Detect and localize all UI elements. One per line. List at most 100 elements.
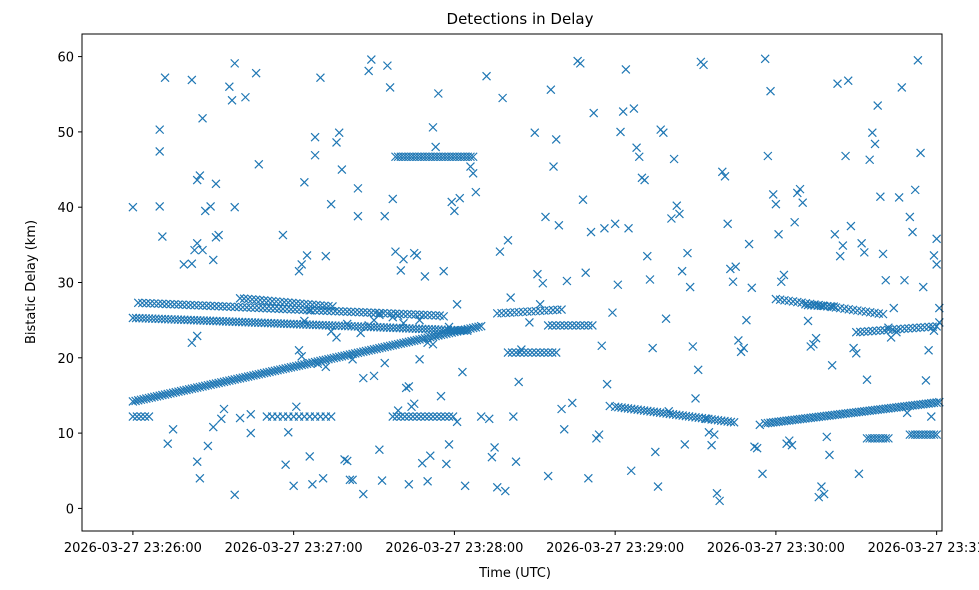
data-point — [247, 318, 257, 327]
data-point — [266, 304, 276, 313]
data-point — [176, 386, 186, 396]
data-point — [342, 350, 352, 360]
data-point — [546, 85, 556, 95]
data-point — [134, 313, 144, 323]
data-point — [587, 320, 597, 330]
data-point — [310, 132, 320, 142]
data-point — [364, 346, 374, 355]
data-point — [385, 323, 395, 333]
data-point — [257, 369, 266, 379]
data-point — [321, 355, 331, 365]
data-point — [404, 412, 414, 421]
data-point — [747, 283, 757, 293]
data-point — [203, 380, 213, 390]
data-point — [165, 299, 175, 309]
data-point — [199, 316, 209, 326]
data-point — [198, 245, 207, 255]
data-point — [851, 327, 861, 337]
data-point — [388, 340, 398, 350]
data-point — [431, 310, 441, 320]
data-point — [583, 320, 593, 330]
data-point — [417, 334, 427, 344]
data-point — [286, 362, 296, 372]
data-point — [189, 315, 199, 325]
data-point — [179, 386, 189, 395]
data-point — [468, 323, 478, 333]
data-point — [230, 375, 240, 384]
data-point — [279, 297, 289, 307]
data-point — [270, 304, 280, 314]
data-point — [800, 299, 810, 309]
data-point — [342, 456, 352, 466]
data-point — [530, 128, 540, 138]
data-point — [231, 317, 241, 327]
data-point — [139, 394, 149, 404]
data-point — [428, 339, 438, 349]
data-point — [720, 171, 730, 181]
data-point — [883, 323, 893, 333]
data-point — [128, 412, 138, 421]
data-point — [219, 404, 229, 414]
data-point — [307, 479, 317, 489]
data-point — [439, 311, 449, 321]
data-point — [918, 282, 928, 292]
data-point — [511, 348, 521, 357]
data-point — [347, 321, 356, 331]
data-point — [699, 60, 708, 70]
data-point — [388, 312, 398, 322]
data-point — [227, 375, 237, 385]
data-point — [409, 336, 419, 346]
data-point — [382, 323, 392, 333]
data-point — [904, 323, 913, 333]
data-point — [640, 175, 650, 185]
data-point — [516, 345, 526, 354]
data-point — [160, 314, 170, 324]
data-point — [932, 321, 942, 331]
data-point — [579, 320, 589, 330]
data-point — [733, 336, 743, 345]
data-point — [432, 412, 442, 421]
data-point — [401, 383, 411, 393]
data-point — [784, 436, 794, 446]
data-point — [313, 359, 323, 369]
data-point — [374, 310, 384, 320]
data-point — [551, 134, 561, 144]
data-point — [346, 307, 356, 317]
data-point — [729, 417, 739, 427]
data-point — [218, 301, 228, 311]
data-point — [230, 202, 240, 212]
data-point — [198, 381, 207, 391]
data-point — [369, 344, 379, 354]
data-point — [571, 320, 581, 330]
data-point — [420, 412, 430, 421]
data-point — [430, 325, 440, 334]
data-point — [141, 298, 151, 308]
data-point — [307, 358, 317, 368]
data-point — [202, 301, 212, 311]
data-point — [311, 300, 321, 310]
data-point — [908, 227, 917, 237]
data-point — [396, 339, 406, 348]
data-point — [265, 367, 274, 377]
data-point — [932, 430, 942, 440]
data-point — [147, 314, 157, 324]
data-point — [316, 73, 325, 83]
data-point — [350, 348, 360, 358]
data-point — [838, 241, 848, 251]
data-point — [170, 315, 180, 324]
data-point — [902, 408, 912, 418]
data-point — [547, 348, 557, 357]
data-point — [600, 223, 609, 233]
data-point — [211, 379, 221, 388]
data-point — [138, 313, 147, 323]
data-point — [407, 336, 416, 346]
data-point — [763, 151, 773, 161]
data-point — [653, 482, 663, 491]
data-point — [305, 452, 315, 461]
data-point — [894, 192, 904, 202]
data-point — [167, 314, 176, 324]
data-point — [399, 254, 408, 264]
data-point — [254, 303, 264, 313]
data-point — [412, 335, 422, 345]
data-point — [208, 316, 218, 326]
